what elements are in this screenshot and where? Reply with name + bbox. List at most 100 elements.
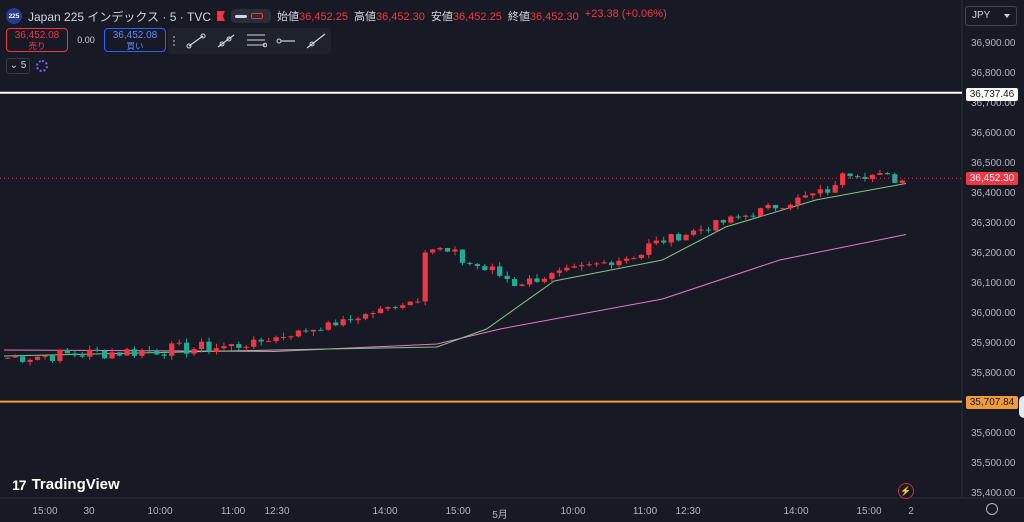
candle-body (743, 215, 749, 217)
candle-body (668, 234, 674, 243)
trade-panel: 36,452.08 売り 0.00 36,452.08 買い (6, 28, 166, 52)
interval-bar: ⌄ 5 (6, 58, 48, 74)
candle-body (825, 189, 831, 193)
candle-body (854, 176, 861, 178)
candle-body (191, 349, 197, 354)
drawing-toolbar (168, 28, 331, 54)
buy-button[interactable]: 36,452.08 買い (104, 28, 166, 52)
candle-body (340, 319, 346, 326)
candle-body (467, 262, 473, 265)
candle-body (146, 350, 152, 352)
minus-icon (235, 14, 248, 18)
candle-body (840, 173, 846, 186)
candle-body (676, 234, 682, 241)
candle-body (772, 204, 779, 209)
candle-body (57, 349, 63, 361)
trend-line-icon[interactable] (185, 32, 207, 50)
candle-body (631, 258, 637, 260)
horizontal-ray-icon[interactable] (275, 32, 297, 50)
tradingview-logo: 17 TradingView (12, 476, 120, 493)
y-tick-label: 35,800.00 (971, 368, 1016, 379)
scroll-handle[interactable] (1019, 396, 1024, 418)
eye-icon (251, 13, 264, 19)
candle-body (519, 284, 525, 286)
ohlc-values: 始値36,452.25 高値36,452.30 安値36,452.25 終値36… (277, 8, 667, 24)
candle-body (377, 308, 384, 314)
candle-body (638, 254, 644, 259)
last-price-tag: 36,452.30 (966, 172, 1018, 185)
candle-body (698, 229, 704, 231)
candle-body (683, 234, 689, 241)
candle-body (452, 249, 458, 252)
candle-body (623, 258, 630, 261)
candle-body (333, 322, 339, 326)
candle-body (795, 197, 801, 205)
settings-icon[interactable] (986, 503, 998, 515)
candle-body (713, 220, 719, 231)
candle-body (266, 341, 272, 343)
candle-body (42, 355, 48, 357)
y-tick-label: 36,600.00 (971, 128, 1016, 139)
candle-body (198, 341, 205, 350)
candle-body (720, 220, 726, 223)
candle-body (787, 204, 794, 209)
indicator-icon[interactable] (36, 60, 48, 72)
change-value: +23.38 (+0.06%) (584, 8, 667, 20)
symbol-title[interactable]: Japan 225 インデックス · 5 · TVC (28, 9, 212, 24)
candle-body (705, 229, 712, 231)
high-label: 高値 (353, 11, 376, 23)
candle-body (5, 357, 11, 359)
candle-body (869, 174, 876, 179)
tv-logo-icon: 17 (12, 476, 27, 493)
ray-icon[interactable] (215, 32, 237, 50)
candle-body (400, 305, 406, 308)
buy-label: 買い (126, 41, 144, 51)
candle-body (444, 248, 451, 252)
candle-body (526, 278, 533, 285)
candle-body (228, 344, 234, 347)
candle-body (653, 240, 659, 244)
candle-body (482, 266, 488, 271)
sell-button[interactable]: 36,452.08 売り (6, 28, 68, 52)
fib-icon[interactable] (245, 32, 267, 50)
candle-body (556, 270, 562, 273)
slow-moving-average-line (3, 234, 907, 353)
candle-body (213, 348, 220, 352)
brand-name: TradingView (31, 476, 120, 493)
candle-body (608, 262, 615, 266)
x-tick-label: 10:00 (560, 506, 586, 517)
symbol-logo[interactable]: 225 (6, 8, 22, 24)
moving-averages (3, 183, 907, 357)
orange-line-price-tag: 35,707.84 (966, 396, 1018, 409)
candle-body (169, 343, 175, 356)
candle-body (79, 355, 85, 357)
candle-body (310, 329, 316, 332)
candle-body (116, 352, 123, 356)
y-tick-label: 36,200.00 (971, 248, 1016, 259)
y-tick-label: 36,800.00 (971, 68, 1016, 79)
sell-price: 36,452.08 (14, 30, 60, 41)
candle-body (176, 342, 182, 344)
x-tick-label: 14:00 (783, 506, 809, 517)
candle-body (295, 330, 302, 337)
candle-body (504, 275, 510, 280)
interval-selector[interactable]: ⌄ 5 (6, 58, 30, 74)
currency-select[interactable]: JPY (965, 6, 1017, 26)
fast-moving-average-line (3, 183, 907, 357)
candle-body (847, 173, 853, 177)
extended-line-icon[interactable] (305, 32, 327, 50)
candle-body (415, 301, 421, 303)
candle-body (64, 349, 70, 354)
candle-body (161, 354, 167, 356)
lightning-icon[interactable]: ⚡ (898, 483, 914, 499)
candle-body (362, 314, 369, 319)
legend-toggle[interactable] (231, 9, 272, 23)
low-label: 安値 (430, 11, 453, 23)
candle-body (236, 344, 242, 348)
candle-body (355, 318, 361, 321)
candle-body (370, 313, 376, 315)
drag-handle[interactable] (172, 35, 177, 47)
sell-label: 売り (28, 41, 46, 51)
flag-icon[interactable] (217, 11, 226, 21)
